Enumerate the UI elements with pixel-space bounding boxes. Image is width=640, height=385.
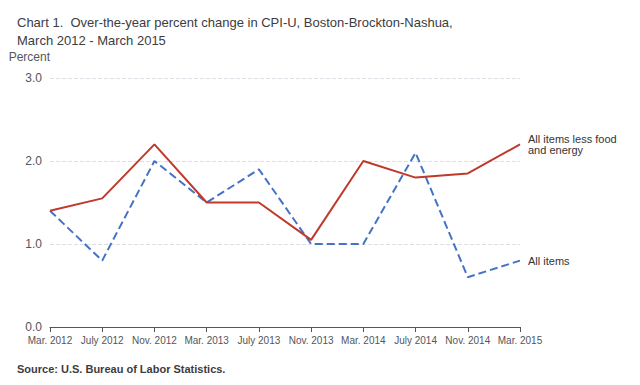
svg-text:Nov. 2014: Nov. 2014 <box>445 335 490 346</box>
svg-text:July 2013: July 2013 <box>237 335 280 346</box>
svg-text:1.0: 1.0 <box>25 237 42 251</box>
svg-text:July 2012: July 2012 <box>81 335 124 346</box>
svg-text:Mar. 2015: Mar. 2015 <box>498 335 543 346</box>
svg-text:and energy: and energy <box>528 144 584 156</box>
svg-text:All items: All items <box>528 255 570 267</box>
svg-text:Nov. 2013: Nov. 2013 <box>289 335 334 346</box>
svg-text:Mar. 2014: Mar. 2014 <box>341 335 386 346</box>
svg-text:Mar. 2013: Mar. 2013 <box>184 335 229 346</box>
svg-text:2.0: 2.0 <box>25 154 42 168</box>
svg-text:Chart 1. Over-the-year percen: Chart 1. Over-the-year percent change in… <box>17 15 453 30</box>
svg-text:3.0: 3.0 <box>25 71 42 85</box>
svg-text:March 2012 - March 2015: March 2012 - March 2015 <box>17 33 166 48</box>
svg-text:Percent: Percent <box>9 50 51 64</box>
svg-text:Nov. 2012: Nov. 2012 <box>132 335 177 346</box>
svg-text:All items less food: All items less food <box>528 132 620 145</box>
svg-text:0.0: 0.0 <box>25 320 42 334</box>
svg-text:Source: U.S. Bureau of Labor S: Source: U.S. Bureau of Labor Statistics. <box>17 363 225 375</box>
svg-text:July 2014: July 2014 <box>394 335 437 346</box>
svg-text:Mar. 2012: Mar. 2012 <box>28 335 73 346</box>
